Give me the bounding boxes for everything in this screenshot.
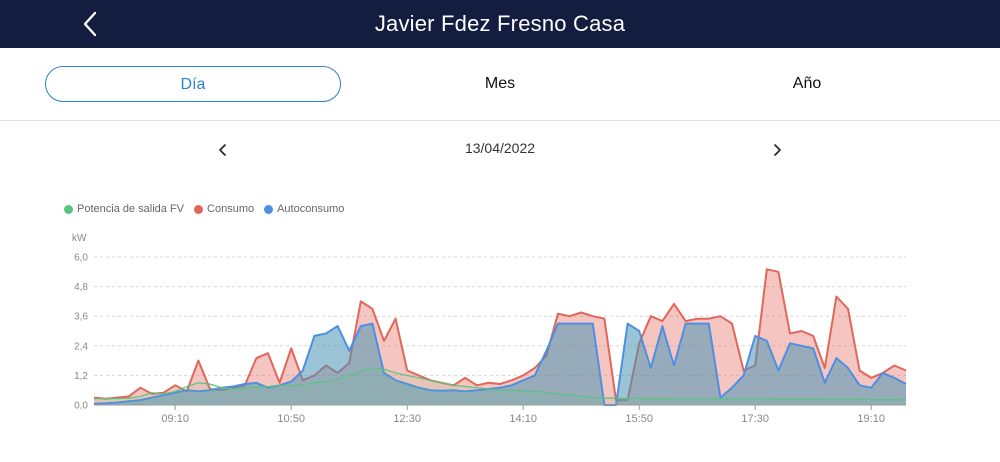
y-axis-unit: kW — [72, 233, 87, 244]
next-day-button[interactable] — [766, 138, 788, 162]
legend-item-consumo[interactable]: Consumo — [194, 203, 254, 215]
legend-dot-consumo — [194, 204, 204, 214]
legend-label-autoconsumo: Autoconsumo — [277, 203, 345, 215]
y-tick-label: 6,0 — [74, 253, 88, 264]
legend-dot-pv — [64, 204, 73, 214]
y-tick-label: 2,4 — [74, 341, 88, 352]
date-navigator: 13/04/2022 — [0, 130, 1000, 170]
area-autoconsumo — [94, 323, 906, 405]
x-tick-label: 14:10 — [509, 413, 537, 425]
line-autoconsumo — [93, 322, 907, 406]
legend-item-pv[interactable]: Potencia de salida FV — [64, 203, 184, 215]
legend-label-pv: Potencia de salida FV — [77, 203, 185, 215]
x-tick-label: 17:30 — [741, 413, 769, 425]
tab-mes[interactable]: Mes — [484, 75, 516, 92]
y-tick-label: 1,2 — [74, 371, 88, 382]
period-tabs: Día Mes Año — [0, 48, 1000, 121]
previous-day-button[interactable] — [212, 138, 234, 162]
y-tick-label: 0,0 — [74, 401, 88, 412]
selected-date[interactable]: 13/04/2022 — [464, 140, 536, 156]
app-header: Javier Fdez Fresno Casa — [0, 0, 1000, 48]
power-chart[interactable]: kW 0,0 1,2 2,4 3,6 4,8 6,0 09:10 10:50 12:30 14:1… — [0, 220, 1000, 460]
x-tick-label: 09:10 — [161, 413, 189, 425]
chevron-right-icon — [774, 144, 781, 156]
x-tick-label: 15:50 — [625, 413, 653, 425]
chart-legend: Potencia de salida FV Consumo Autoconsum… — [64, 201, 354, 217]
legend-dot-autoconsumo — [264, 204, 274, 214]
chevron-left-icon — [83, 11, 97, 37]
page-title: Javier Fdez Fresno Casa — [374, 11, 626, 36]
back-button[interactable] — [74, 4, 108, 44]
x-tick-label: 10:50 — [277, 413, 305, 425]
y-tick-label: 4,8 — [74, 282, 88, 293]
x-tick-label: 19:10 — [857, 413, 885, 425]
tab-dia[interactable]: Día — [45, 66, 341, 102]
legend-label-consumo: Consumo — [207, 203, 255, 215]
legend-item-autoconsumo[interactable]: Autoconsumo — [264, 203, 344, 215]
chart-axes: 0,0 1,2 2,4 3,6 4,8 6,0 09:10 10:50 12:30 14:10 15… — [74, 253, 906, 425]
chevron-left-icon — [219, 144, 226, 156]
chart-series — [93, 268, 907, 406]
area-pv — [94, 368, 906, 405]
line-pv — [93, 367, 907, 401]
tab-ano[interactable]: Año — [792, 75, 822, 92]
y-tick-label: 3,6 — [74, 312, 88, 323]
x-tick-label: 12:30 — [393, 413, 421, 425]
